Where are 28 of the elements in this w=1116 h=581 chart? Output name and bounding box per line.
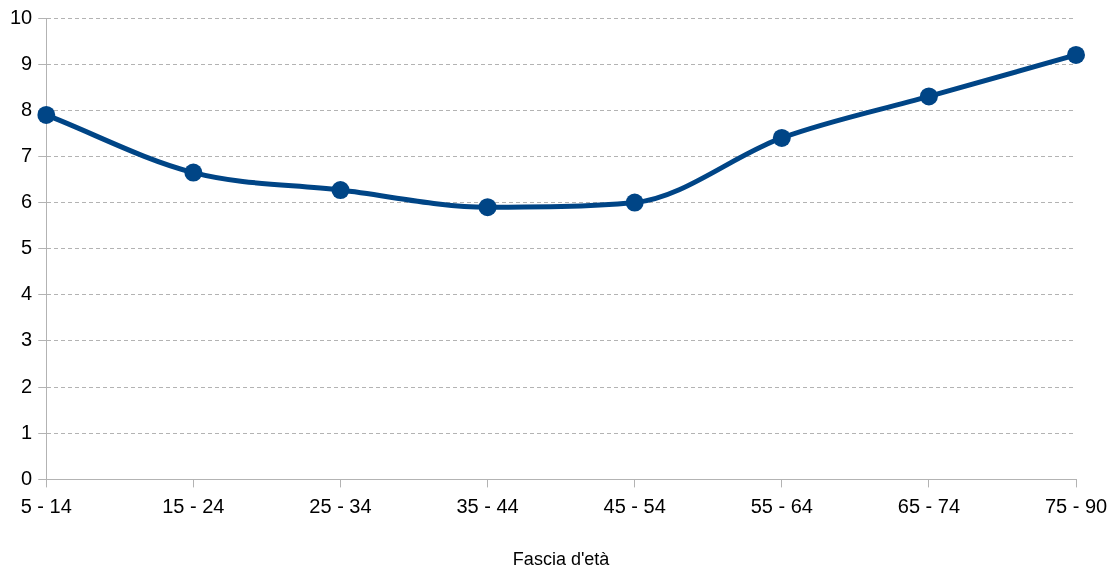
x-tick-label: 45 - 54 xyxy=(603,494,666,517)
x-tick-label: 65 - 74 xyxy=(897,494,961,517)
x-tick-label: 75 - 90 xyxy=(1044,494,1108,517)
y-tick-label: 10 xyxy=(10,5,33,28)
point xyxy=(184,163,203,182)
x-tick-label: 25 - 34 xyxy=(309,494,372,517)
x-tick-label: 5 - 14 xyxy=(20,494,72,517)
point xyxy=(772,128,791,147)
y-tick-label: 8 xyxy=(21,97,33,120)
y-tick-label: 0 xyxy=(21,466,33,489)
point xyxy=(919,87,938,106)
point xyxy=(1067,45,1085,64)
x-axis-title: Fascia d'età xyxy=(512,549,611,570)
y-tick-label: 2 xyxy=(21,374,33,397)
x-tick-label: 35 - 44 xyxy=(456,494,519,517)
point xyxy=(478,198,497,217)
point xyxy=(331,181,350,200)
point xyxy=(625,193,644,212)
point xyxy=(37,105,56,124)
y-tick-label: 6 xyxy=(21,190,33,213)
y-tick-label: 1 xyxy=(21,420,33,443)
y-tick-label: 3 xyxy=(21,328,33,351)
y-tick-label: 5 xyxy=(21,236,33,259)
x-tick-label: 15 - 24 xyxy=(162,494,225,517)
y-tick-label: 9 xyxy=(21,51,33,74)
x-tick-label: 55 - 64 xyxy=(750,494,813,517)
y-tick-label: 7 xyxy=(21,143,33,166)
y-tick-label: 4 xyxy=(21,282,33,305)
